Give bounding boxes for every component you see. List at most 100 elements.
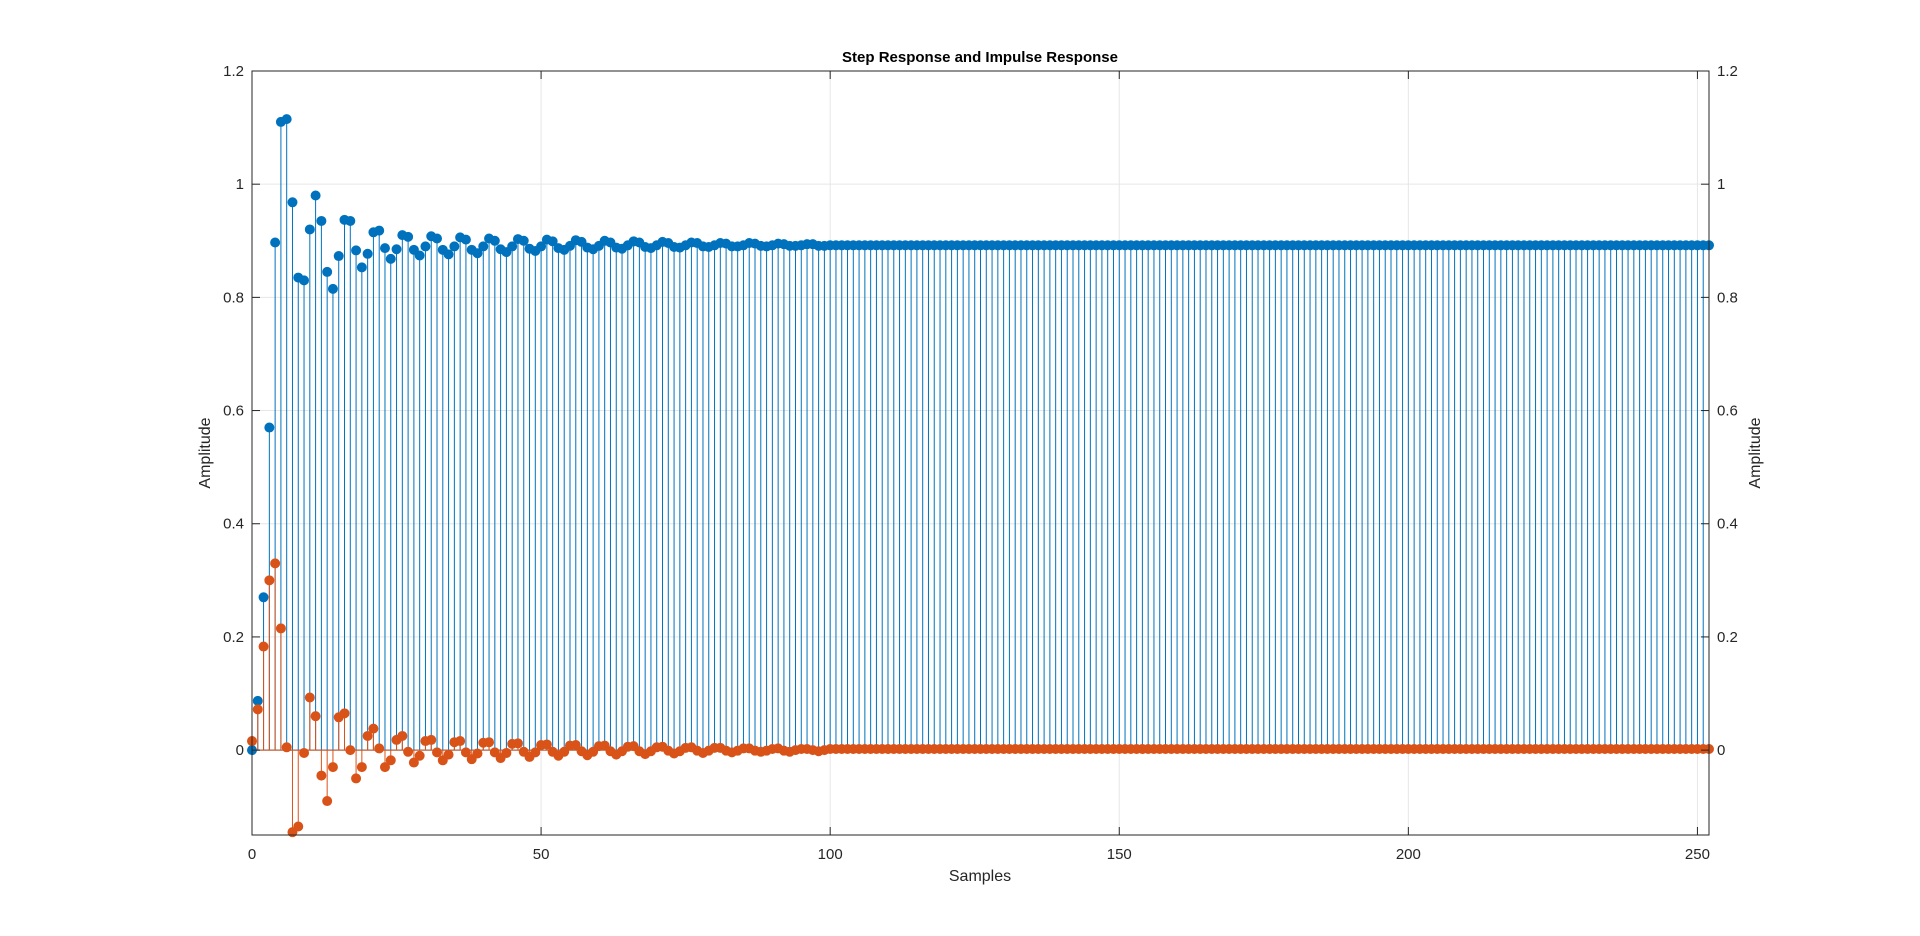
impulse-marker bbox=[368, 723, 379, 734]
y-tick-label-right: 0.2 bbox=[1717, 629, 1738, 646]
step-marker bbox=[449, 241, 460, 252]
step-marker bbox=[489, 235, 500, 246]
step-marker bbox=[351, 245, 362, 256]
impulse-marker bbox=[414, 750, 425, 761]
step-marker bbox=[356, 262, 367, 273]
y-tick-label-left: 0.8 bbox=[223, 289, 244, 306]
impulse-marker bbox=[541, 739, 552, 750]
y-tick-label-left: 0 bbox=[236, 742, 244, 759]
impulse-marker bbox=[455, 736, 466, 747]
step-marker bbox=[270, 237, 281, 248]
step-marker bbox=[374, 225, 385, 236]
y-axis-label-left: Amplitude bbox=[197, 417, 214, 488]
y-tick-label-left: 0.6 bbox=[223, 403, 244, 420]
impulse-marker bbox=[293, 821, 304, 832]
step-marker bbox=[304, 224, 315, 235]
step-marker bbox=[316, 215, 327, 226]
impulse-marker bbox=[362, 730, 373, 741]
step-marker bbox=[327, 283, 338, 294]
step-marker bbox=[507, 241, 518, 252]
step-marker bbox=[420, 241, 431, 252]
step-marker bbox=[362, 248, 373, 259]
step-marker bbox=[252, 695, 263, 706]
x-tick-label: 50 bbox=[533, 846, 550, 863]
x-tick-label: 150 bbox=[1107, 846, 1132, 863]
step-marker bbox=[345, 215, 356, 226]
impulse-marker bbox=[432, 747, 443, 758]
impulse-marker bbox=[443, 749, 454, 760]
impulse-marker bbox=[322, 796, 333, 807]
impulse-marker bbox=[484, 737, 495, 748]
step-marker bbox=[547, 236, 558, 247]
y-tick-label-left: 0.2 bbox=[223, 629, 244, 646]
step-marker bbox=[536, 241, 547, 252]
impulse-marker bbox=[408, 757, 419, 768]
step-marker bbox=[322, 266, 333, 277]
step-marker bbox=[333, 251, 344, 262]
impulse-marker bbox=[426, 734, 437, 745]
impulse-marker bbox=[281, 742, 292, 753]
impulse-marker bbox=[501, 747, 512, 758]
impulse-marker bbox=[351, 773, 362, 784]
step-marker bbox=[414, 250, 425, 261]
step-marker bbox=[403, 231, 414, 242]
impulse-marker bbox=[270, 558, 281, 569]
impulse-marker bbox=[258, 641, 269, 652]
x-tick-label: 0 bbox=[248, 846, 256, 863]
axis-ticks: 0 50 100 150 200 250 0 0 0.2 0.2 0.4 0.4 0.6 0.6 0.8 0.… bbox=[223, 63, 1738, 863]
impulse-marker bbox=[339, 708, 350, 719]
impulse-marker bbox=[316, 770, 327, 781]
impulse-marker bbox=[559, 746, 570, 757]
y-tick-label-right: 0.4 bbox=[1717, 516, 1738, 533]
impulse-marker bbox=[299, 747, 310, 758]
step-marker bbox=[472, 248, 483, 259]
y-tick-label-right: 1 bbox=[1717, 176, 1725, 193]
step-marker bbox=[299, 275, 310, 286]
step-marker bbox=[287, 197, 298, 208]
impulse-marker bbox=[530, 747, 541, 758]
impulse-marker bbox=[252, 704, 263, 715]
step-marker bbox=[443, 249, 454, 260]
impulse-marker bbox=[379, 762, 390, 773]
step-marker bbox=[281, 114, 292, 125]
step-marker bbox=[391, 244, 402, 255]
step-series bbox=[247, 114, 1714, 756]
step-marker bbox=[432, 233, 443, 244]
impulse-marker bbox=[570, 740, 581, 751]
y-tick-label-left: 1.2 bbox=[223, 63, 244, 80]
y-tick-label-left: 1 bbox=[236, 176, 244, 193]
x-tick-label: 250 bbox=[1685, 846, 1710, 863]
impulse-marker bbox=[345, 745, 356, 756]
x-tick-label: 100 bbox=[818, 846, 843, 863]
y-tick-label-right: 1.2 bbox=[1717, 63, 1738, 80]
step-marker bbox=[478, 241, 489, 252]
impulse-marker bbox=[385, 755, 396, 766]
step-marker bbox=[379, 243, 390, 254]
impulse-marker bbox=[356, 762, 367, 773]
impulse-series bbox=[247, 558, 1714, 838]
step-marker bbox=[310, 190, 321, 201]
impulse-marker bbox=[512, 738, 523, 749]
step-marker bbox=[460, 234, 471, 245]
step-marker bbox=[385, 253, 396, 264]
impulse-marker bbox=[275, 623, 286, 634]
impulse-marker bbox=[374, 743, 385, 754]
y-tick-label-right: 0 bbox=[1717, 742, 1725, 759]
impulse-marker bbox=[304, 692, 315, 703]
y-tick-label-right: 0.8 bbox=[1717, 289, 1738, 306]
y-axis-label-right: Amplitude bbox=[1747, 417, 1764, 488]
impulse-marker bbox=[327, 762, 338, 773]
step-marker bbox=[264, 422, 275, 433]
plot-frame bbox=[251, 70, 1710, 836]
impulse-marker bbox=[397, 730, 408, 741]
x-tick-label: 200 bbox=[1396, 846, 1421, 863]
impulse-marker bbox=[472, 748, 483, 759]
y-tick-label-right: 0.6 bbox=[1717, 403, 1738, 420]
impulse-marker bbox=[460, 747, 471, 758]
impulse-marker bbox=[403, 746, 414, 757]
step-marker bbox=[258, 592, 269, 603]
x-axis-label: Samples bbox=[949, 868, 1011, 885]
impulse-marker bbox=[310, 711, 321, 722]
step-marker bbox=[518, 235, 529, 246]
